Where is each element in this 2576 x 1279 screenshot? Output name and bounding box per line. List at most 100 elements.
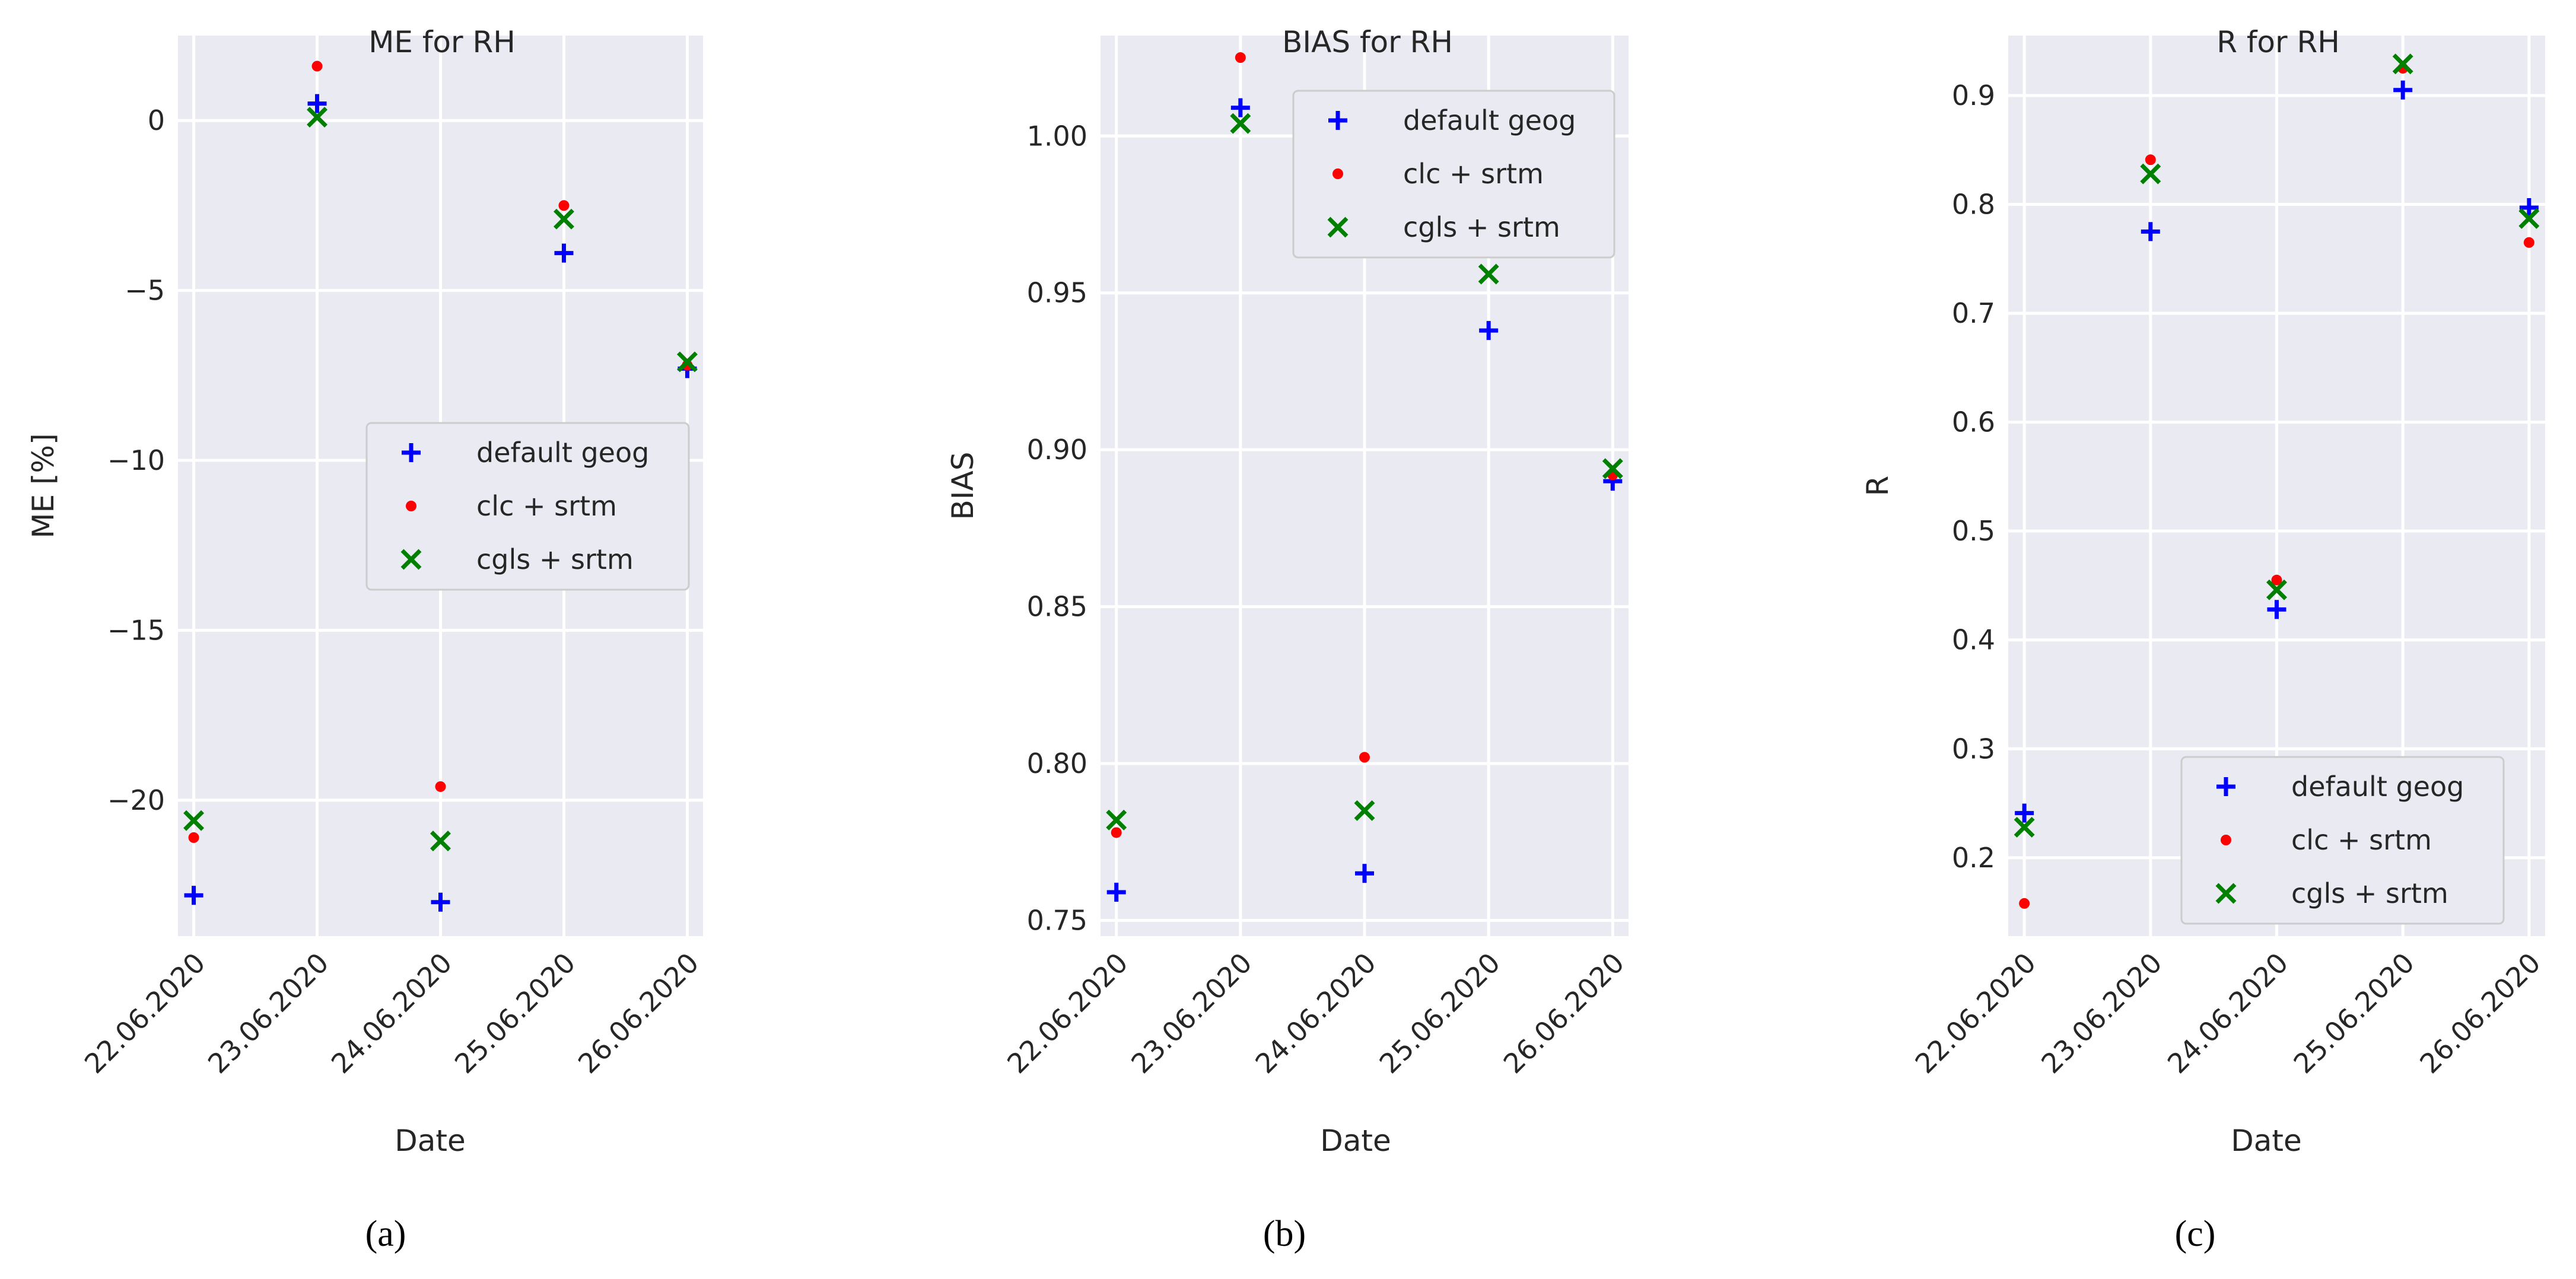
data-point bbox=[430, 831, 451, 852]
x-tick-label: 25.06.2020 bbox=[449, 947, 581, 1080]
series-x bbox=[2014, 53, 2540, 838]
x-tick-label: 26.06.2020 bbox=[1497, 947, 1630, 1080]
data-point bbox=[311, 61, 323, 72]
data-point bbox=[2145, 154, 2156, 166]
legend-label: cgls + srtm bbox=[1403, 211, 1560, 243]
legend-marker bbox=[1327, 217, 1349, 238]
y-tick-label: 1.00 bbox=[1027, 120, 1087, 152]
data-point-b bbox=[676, 351, 698, 373]
legend-box bbox=[2180, 756, 2505, 925]
x-tick-label: 26.06.2020 bbox=[572, 947, 705, 1080]
legend-box bbox=[365, 422, 690, 591]
data-point bbox=[2267, 600, 2286, 619]
y-tick-label: −5 bbox=[125, 275, 165, 307]
data-point bbox=[2523, 237, 2534, 248]
y-tick-label: 0.8 bbox=[1952, 189, 1995, 221]
chart-3: 0.9 0.8 0.7 0.6 0.5 0.4 0.3 0.2 22.06.202023.06.… bbox=[1861, 25, 2547, 1254]
chart-title: ME for RH bbox=[368, 25, 516, 59]
data-point bbox=[2519, 198, 2539, 218]
data-point-b bbox=[183, 810, 205, 831]
legend-marker bbox=[2215, 883, 2237, 904]
data-point bbox=[2015, 803, 2034, 823]
legend-marker bbox=[406, 501, 416, 511]
data-point bbox=[1478, 263, 1499, 285]
y-tick-label: 0.6 bbox=[1952, 406, 1995, 438]
y-tick-label: 0.2 bbox=[1952, 842, 1995, 874]
data-point-b bbox=[1478, 263, 1499, 285]
data-point bbox=[183, 810, 205, 831]
x-tick-label: 26.06.2020 bbox=[2413, 947, 2546, 1080]
legend-marker bbox=[1328, 111, 1347, 130]
data-point-b bbox=[307, 107, 327, 128]
legend-marker-b bbox=[1327, 217, 1349, 238]
x-tick-label: 24.06.2020 bbox=[325, 947, 458, 1080]
data-point bbox=[558, 200, 570, 211]
data-point bbox=[435, 781, 446, 792]
x-tick-label: 23.06.2020 bbox=[1125, 947, 1258, 1080]
legend-label: default geog bbox=[2291, 771, 2464, 803]
data-point bbox=[1111, 827, 1122, 838]
legend-box bbox=[1292, 90, 1615, 259]
data-point bbox=[2140, 163, 2161, 184]
legend-label: clc + srtm bbox=[2291, 824, 2432, 856]
data-point bbox=[1355, 864, 1374, 883]
data-point bbox=[1230, 113, 1251, 134]
data-point-b bbox=[1106, 809, 1127, 831]
data-point bbox=[307, 94, 327, 113]
data-point bbox=[1230, 98, 1250, 117]
data-point-b bbox=[1602, 458, 1623, 479]
legend-label: clc + srtm bbox=[1403, 158, 1544, 190]
y-tick-label: 0.3 bbox=[1952, 733, 1995, 765]
data-point-b bbox=[2140, 163, 2161, 184]
data-point-b bbox=[554, 208, 574, 230]
data-point bbox=[1106, 809, 1127, 831]
legend-label: default geog bbox=[1403, 104, 1576, 136]
data-point bbox=[2019, 898, 2030, 909]
legend-marker bbox=[2216, 777, 2235, 796]
data-point bbox=[2014, 816, 2035, 838]
x-axis-label: Date bbox=[2231, 1124, 2302, 1158]
legend-marker-b bbox=[2215, 883, 2237, 904]
legend: default geog clc + srtm cgls + srtm bbox=[1292, 90, 1615, 259]
data-point bbox=[307, 107, 327, 128]
series-x bbox=[183, 107, 698, 852]
y-tick-label: −20 bbox=[107, 784, 165, 816]
series-plus bbox=[1106, 98, 1623, 902]
x-tick-label: 25.06.2020 bbox=[1373, 947, 1506, 1080]
series-x bbox=[1106, 113, 1623, 831]
data-point bbox=[676, 351, 698, 373]
x-tick-label: 22.06.2020 bbox=[1909, 947, 2041, 1080]
y-tick-label: 0.95 bbox=[1027, 277, 1087, 309]
legend-label: clc + srtm bbox=[476, 490, 617, 522]
data-point bbox=[2393, 80, 2413, 100]
data-point-b bbox=[2014, 816, 2035, 838]
x-axis-label: Date bbox=[395, 1124, 466, 1158]
data-point bbox=[554, 243, 574, 263]
x-tick-label: 25.06.2020 bbox=[2288, 947, 2421, 1080]
y-tick-label: 0.9 bbox=[1952, 79, 1995, 112]
legend: default geog clc + srtm cgls + srtm bbox=[365, 422, 690, 591]
legend-marker bbox=[400, 549, 422, 570]
data-point-b bbox=[2392, 53, 2413, 75]
panel-caption: (c) bbox=[2175, 1214, 2216, 1254]
chart-title: R for RH bbox=[2216, 25, 2340, 59]
y-tick-label: 0.75 bbox=[1027, 905, 1087, 937]
x-tick-label: 22.06.2020 bbox=[1001, 947, 1134, 1080]
data-point bbox=[431, 892, 450, 912]
x-tick-label: 24.06.2020 bbox=[1249, 947, 1382, 1080]
y-tick-label: 0.5 bbox=[1952, 515, 1995, 547]
data-point bbox=[1106, 882, 1126, 902]
data-point bbox=[188, 832, 199, 843]
data-point bbox=[2392, 53, 2413, 75]
y-axis-label: R bbox=[1861, 476, 1895, 497]
data-point-b bbox=[2518, 208, 2540, 229]
chart-1: 0 −5 −10 −15 −20 22.06.202023.06.202024.06.20… bbox=[26, 25, 705, 1254]
x-tick-label: 23.06.2020 bbox=[2035, 947, 2168, 1080]
x-tick-label: 22.06.2020 bbox=[78, 947, 211, 1080]
legend-marker bbox=[2221, 835, 2231, 845]
legend-label: cgls + srtm bbox=[476, 543, 634, 575]
x-tick-label: 24.06.2020 bbox=[2161, 947, 2294, 1080]
y-tick-label: 0 bbox=[148, 104, 165, 136]
chart-title: BIAS for RH bbox=[1282, 25, 1453, 59]
